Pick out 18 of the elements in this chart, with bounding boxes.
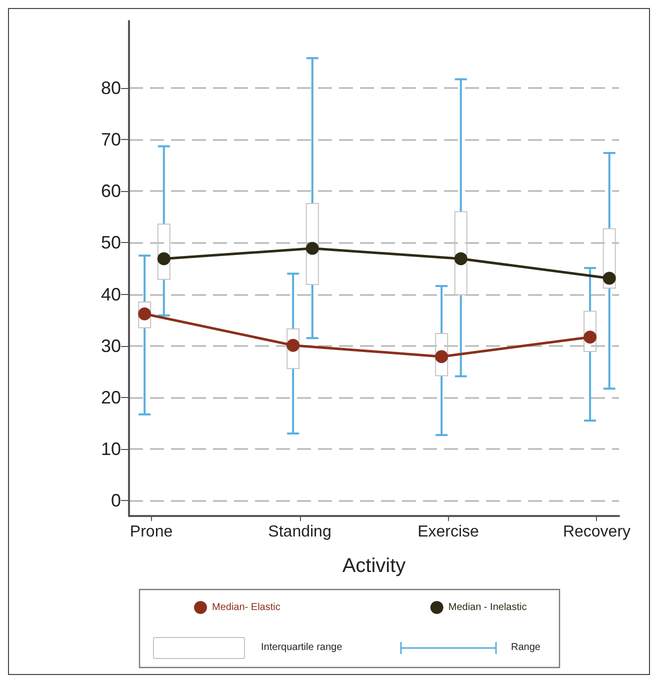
text: Range — [511, 642, 540, 653]
y-tick-label: 70 — [100, 130, 121, 150]
legend-label: Median - Inelastic — [448, 602, 527, 613]
y-tick-label: 30 — [100, 336, 121, 356]
y-tick-label: 60 — [100, 181, 121, 202]
x-tick-label: Prone — [130, 524, 173, 540]
x-tick-label: Recovery — [562, 524, 631, 540]
y-tick-label: 40 — [100, 284, 121, 304]
y-tick-label: 50 — [100, 232, 121, 253]
y-tick-label: 20 — [100, 387, 121, 408]
x-axis-title: Activity — [342, 555, 406, 577]
text: Interquartile range — [261, 642, 342, 653]
x-tick-label: Standing — [268, 524, 332, 540]
y-tick-label: 0 — [110, 490, 121, 511]
x-tick-label: Exercise — [418, 524, 480, 540]
legend-label: Median- Elastic — [212, 602, 280, 613]
y-tick-label: 10 — [100, 438, 121, 459]
y-tick-label: 80 — [100, 78, 121, 98]
